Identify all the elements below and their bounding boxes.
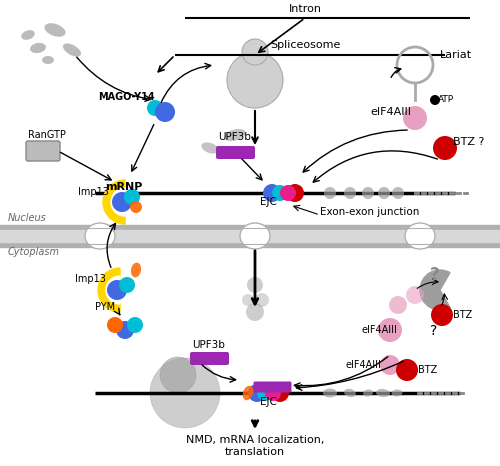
Wedge shape <box>103 180 125 224</box>
Circle shape <box>147 100 163 116</box>
Circle shape <box>378 187 390 199</box>
Text: ATP: ATP <box>438 96 454 104</box>
Circle shape <box>107 280 127 300</box>
Circle shape <box>430 95 440 105</box>
Text: BTZ ?: BTZ ? <box>453 137 484 147</box>
Circle shape <box>380 355 400 375</box>
Circle shape <box>155 102 175 122</box>
Circle shape <box>324 187 336 199</box>
Circle shape <box>265 385 281 401</box>
Circle shape <box>112 192 132 212</box>
Text: EJC: EJC <box>260 397 276 407</box>
Ellipse shape <box>131 262 141 277</box>
Circle shape <box>257 385 273 401</box>
Text: RanGTP: RanGTP <box>28 130 66 140</box>
FancyBboxPatch shape <box>190 352 229 365</box>
Circle shape <box>433 136 457 160</box>
FancyBboxPatch shape <box>254 382 292 392</box>
Text: NMD, mRNA localization,: NMD, mRNA localization, <box>186 435 324 445</box>
Circle shape <box>406 286 424 304</box>
Text: EJC: EJC <box>260 197 276 207</box>
Text: Imp13: Imp13 <box>78 187 109 197</box>
Text: BTZ: BTZ <box>418 365 437 375</box>
Circle shape <box>246 303 264 321</box>
Wedge shape <box>98 268 120 312</box>
Text: Imp13: Imp13 <box>75 274 106 284</box>
Wedge shape <box>420 270 450 310</box>
Ellipse shape <box>202 143 218 154</box>
Ellipse shape <box>242 386 254 400</box>
Ellipse shape <box>85 223 115 249</box>
Circle shape <box>389 296 407 314</box>
Circle shape <box>396 359 418 381</box>
Circle shape <box>255 293 269 307</box>
Ellipse shape <box>344 389 356 397</box>
Text: Intron: Intron <box>288 4 322 14</box>
Text: Exon-exon junction: Exon-exon junction <box>320 207 420 217</box>
Wedge shape <box>106 276 120 304</box>
Ellipse shape <box>42 56 54 64</box>
Circle shape <box>286 184 304 202</box>
Ellipse shape <box>30 43 46 53</box>
Text: BTZ: BTZ <box>453 310 472 320</box>
Circle shape <box>392 187 404 199</box>
Ellipse shape <box>392 390 402 397</box>
Ellipse shape <box>21 30 35 40</box>
Circle shape <box>116 321 134 339</box>
Text: translation: translation <box>225 447 285 457</box>
Ellipse shape <box>323 389 337 397</box>
Bar <box>0 225 500 247</box>
FancyBboxPatch shape <box>216 146 255 159</box>
Text: eIF4AIII: eIF4AIII <box>370 107 411 117</box>
Circle shape <box>242 39 268 65</box>
Text: Lariat: Lariat <box>440 50 472 60</box>
Text: Nucleus: Nucleus <box>8 213 47 223</box>
Circle shape <box>130 201 142 213</box>
Circle shape <box>242 294 254 306</box>
Circle shape <box>107 317 123 333</box>
Circle shape <box>160 357 196 393</box>
Circle shape <box>248 384 266 402</box>
Text: eIF4AIII: eIF4AIII <box>345 360 381 370</box>
Circle shape <box>150 358 220 428</box>
Ellipse shape <box>376 389 390 397</box>
Bar <box>0 230 500 242</box>
Ellipse shape <box>224 129 246 141</box>
Circle shape <box>271 384 289 402</box>
Text: ?: ? <box>430 266 440 284</box>
Text: MAGO-Y14: MAGO-Y14 <box>98 92 154 102</box>
Text: Spliceosome: Spliceosome <box>270 40 340 50</box>
Circle shape <box>431 304 453 326</box>
Circle shape <box>272 185 288 201</box>
Circle shape <box>119 277 135 293</box>
Ellipse shape <box>240 223 270 249</box>
Ellipse shape <box>405 223 435 249</box>
Circle shape <box>280 185 296 201</box>
Text: UPF3b: UPF3b <box>192 340 225 350</box>
Text: PYM: PYM <box>95 302 115 312</box>
Circle shape <box>362 187 374 199</box>
Text: mRNP: mRNP <box>105 182 142 192</box>
Circle shape <box>227 52 283 108</box>
Circle shape <box>127 317 143 333</box>
Text: Cytoplasm: Cytoplasm <box>8 247 60 257</box>
Circle shape <box>263 184 281 202</box>
Ellipse shape <box>363 390 373 397</box>
FancyBboxPatch shape <box>26 141 60 161</box>
Circle shape <box>124 189 140 205</box>
Ellipse shape <box>44 23 66 37</box>
Wedge shape <box>111 188 125 216</box>
Circle shape <box>403 106 427 130</box>
Text: UPF3b: UPF3b <box>218 132 251 142</box>
Text: ?: ? <box>430 324 437 338</box>
Circle shape <box>344 187 356 199</box>
Circle shape <box>378 318 402 342</box>
Ellipse shape <box>63 43 81 56</box>
Circle shape <box>247 277 263 293</box>
Text: eIF4AIII: eIF4AIII <box>362 325 398 335</box>
